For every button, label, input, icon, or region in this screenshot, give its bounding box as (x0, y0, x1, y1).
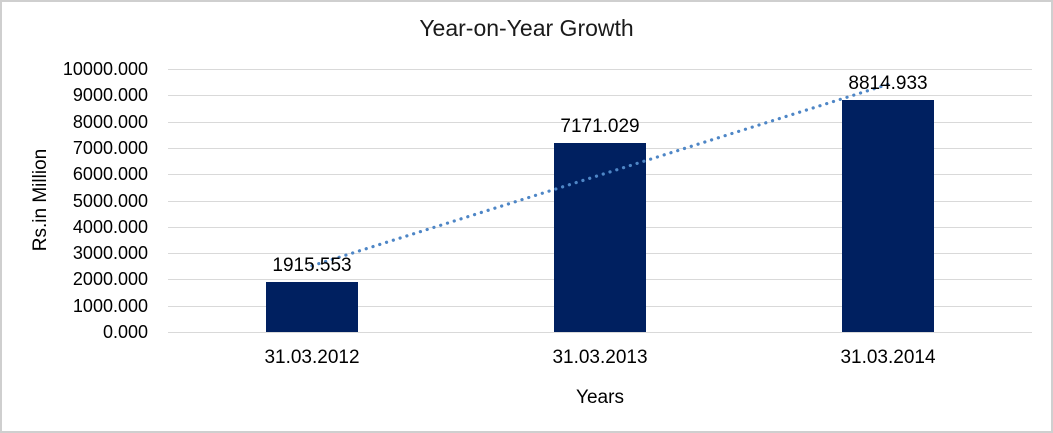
x-category-label: 31.03.2013 (552, 347, 648, 368)
x-category-label: 31.03.2014 (840, 347, 936, 368)
y-axis-tick-label: 4000.000 (72, 216, 148, 237)
y-axis-tick-label: 8000.000 (72, 111, 148, 132)
y-axis-tick-label: 1000.000 (72, 295, 148, 316)
chart-title: Year-on-Year Growth (419, 15, 634, 41)
y-axis-tick-label: 3000.000 (72, 243, 148, 264)
y-axis-tick-label: 9000.000 (72, 85, 148, 106)
bar-31.03.2013 (554, 143, 646, 332)
bar-value-label: 7171.029 (560, 116, 640, 138)
bar-31.03.2014 (842, 100, 934, 332)
y-axis-tick-label: 10000.000 (62, 59, 148, 79)
bar-value-label: 8814.933 (848, 73, 928, 95)
x-category-label: 31.03.2012 (264, 347, 360, 368)
bar-value-label: 1915.553 (272, 254, 352, 276)
y-axis-tick-label: 6000.000 (72, 164, 148, 185)
x-axis-title: Years (576, 387, 624, 408)
gridline (168, 69, 1032, 70)
gridline (168, 95, 1032, 97)
y-axis-tick-label: 2000.000 (72, 269, 148, 290)
gridline (168, 121, 1032, 123)
y-axis-tick-label: 5000.000 (72, 190, 148, 211)
plot-area: 1915.553 7171.029 8814.933 (168, 69, 1032, 333)
bar-31.03.2012 (266, 281, 358, 332)
gridline (168, 332, 1032, 333)
y-axis-tick-label: 0.000 (102, 322, 148, 342)
y-axis-tick-label: 7000.000 (72, 137, 148, 158)
trendline (310, 82, 890, 268)
